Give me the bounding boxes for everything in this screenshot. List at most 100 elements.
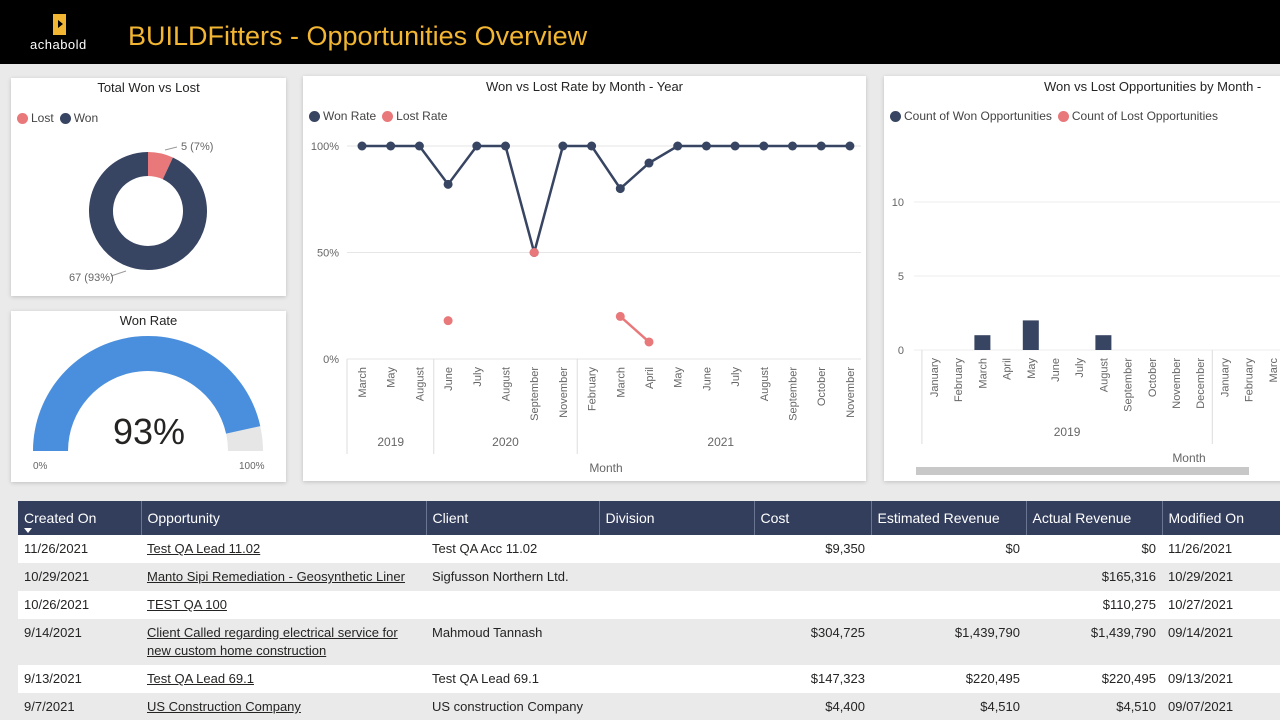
cell-client: Sigfusson Northern Ltd. bbox=[426, 563, 599, 591]
year-group-label: 2021 bbox=[707, 435, 734, 449]
year-group-label: 2019 bbox=[1054, 425, 1081, 439]
line-legend[interactable]: Won Rate Lost Rate bbox=[309, 109, 448, 123]
col-cost[interactable]: Cost bbox=[754, 501, 872, 535]
x-tick-label: April bbox=[1002, 358, 1014, 380]
year-group-label: 2019 bbox=[377, 435, 404, 449]
table-row[interactable]: 9/14/2021 Client Called regarding electri… bbox=[18, 619, 1280, 665]
table-row[interactable]: 9/7/2021 US Construction Company US constr… bbox=[18, 693, 1280, 720]
data-point[interactable] bbox=[759, 141, 769, 151]
col-actual-revenue[interactable]: Actual Revenue bbox=[1026, 501, 1163, 535]
donut-slice-won[interactable] bbox=[89, 152, 207, 270]
data-point[interactable] bbox=[472, 141, 482, 151]
donut-legend[interactable]: Lost Won bbox=[17, 111, 98, 125]
x-tick-label: October bbox=[816, 367, 828, 406]
bar-chart-scrollbar[interactable] bbox=[916, 467, 1249, 475]
bar-chart: 10 5 0 January February March April May June July… bbox=[892, 197, 1280, 465]
legend-lost-rate-label: Lost Rate bbox=[396, 109, 448, 123]
data-point[interactable] bbox=[501, 141, 510, 151]
data-point[interactable] bbox=[615, 311, 625, 321]
donut-chart: 5 (7%) 67 (93%) bbox=[69, 141, 213, 284]
data-point[interactable] bbox=[845, 141, 855, 151]
col-client[interactable]: Client bbox=[426, 501, 600, 535]
x-tick-label: January bbox=[929, 358, 941, 398]
won-leader-line bbox=[110, 270, 127, 277]
table-row[interactable]: 11/26/2021 Test QA Lead 11.02 Test QA Acc … bbox=[18, 535, 1280, 563]
data-point[interactable] bbox=[730, 141, 740, 151]
data-point[interactable] bbox=[615, 184, 625, 194]
data-point[interactable] bbox=[529, 248, 539, 257]
won-lost-count-card[interactable]: Won vs Lost Opportunities by Month - Cou… bbox=[884, 76, 1280, 481]
data-point[interactable] bbox=[644, 337, 654, 347]
table-row[interactable]: 9/13/2021 Test QA Lead 69.1 Test QA Lead 6… bbox=[18, 665, 1280, 693]
legend-lost-count-dot bbox=[1057, 110, 1069, 122]
x-tick-label: March bbox=[977, 358, 989, 389]
legend-lost-dot bbox=[17, 112, 28, 124]
bar-won[interactable] bbox=[1022, 320, 1039, 350]
data-point[interactable] bbox=[816, 141, 826, 151]
donut-won-label: 67 (93%) bbox=[69, 272, 114, 284]
legend-won-dot bbox=[59, 112, 71, 124]
x-tick-label: December bbox=[1195, 358, 1207, 409]
data-point[interactable] bbox=[386, 141, 396, 151]
cell-cost bbox=[754, 563, 871, 591]
x-tick-label: September bbox=[788, 367, 800, 421]
y-tick-label: 5 bbox=[898, 271, 904, 283]
data-point[interactable] bbox=[673, 141, 683, 151]
cell-opportunity-link[interactable]: US Construction Company bbox=[141, 693, 426, 720]
x-tick-label: November bbox=[1171, 358, 1183, 409]
cell-actual-revenue: $165,316 bbox=[1026, 563, 1162, 591]
won-rate-card[interactable]: Won Rate 93% 0% 100% bbox=[11, 311, 286, 482]
total-won-lost-card[interactable]: Total Won vs Lost Lost Won 5 (7%) 67 (93… bbox=[11, 78, 286, 296]
cell-opportunity-link[interactable]: Client Called regarding electrical servi… bbox=[141, 619, 426, 665]
data-point[interactable] bbox=[357, 141, 367, 151]
bar-legend[interactable]: Count of Won Opportunities Count of Lost… bbox=[890, 109, 1218, 123]
data-point[interactable] bbox=[414, 141, 424, 151]
data-point[interactable] bbox=[587, 141, 597, 151]
donut-slice-lost[interactable] bbox=[147, 152, 173, 180]
cell-cost: $147,323 bbox=[810, 671, 865, 686]
cell-opportunity-link[interactable]: Test QA Lead 69.1 bbox=[147, 671, 254, 686]
col-modified-on[interactable]: Modified On bbox=[1162, 501, 1280, 535]
table-row[interactable]: 10/26/2021 TEST QA 100 $110,275 10/27/2021 bbox=[18, 591, 1280, 619]
x-tick-label: August bbox=[501, 367, 513, 401]
bar-won[interactable] bbox=[1095, 335, 1112, 350]
x-tick-label: July bbox=[1074, 358, 1086, 378]
gauge-value: 93% bbox=[113, 411, 185, 452]
cell-created-on: 10/26/2021 bbox=[24, 597, 90, 612]
y-tick-label: 50% bbox=[317, 248, 339, 260]
legend-won-count-label: Count of Won Opportunities bbox=[904, 109, 1052, 123]
cell-actual-revenue: $110,275 bbox=[1102, 597, 1156, 612]
data-point[interactable] bbox=[788, 141, 797, 151]
x-tick-label: April bbox=[644, 367, 656, 389]
sort-desc-icon bbox=[24, 528, 32, 533]
won-lost-rate-card[interactable]: Won vs Lost Rate by Month - Year Won Rat… bbox=[303, 76, 866, 481]
cell-cost bbox=[754, 591, 871, 619]
col-opportunity[interactable]: Opportunity bbox=[141, 501, 427, 535]
col-estimated-revenue[interactable]: Estimated Revenue bbox=[871, 501, 1027, 535]
cell-division bbox=[599, 563, 754, 591]
data-point[interactable] bbox=[443, 316, 453, 326]
app-header: achabold BUILDFitters - Opportunities Ov… bbox=[0, 0, 1280, 64]
x-tick-label: September bbox=[1123, 358, 1135, 412]
table-row[interactable]: 10/29/2021 Manto Sipi Remediation - Geosy… bbox=[18, 563, 1280, 591]
cell-opportunity-link[interactable]: Test QA Lead 11.02 bbox=[147, 541, 261, 556]
data-point[interactable] bbox=[558, 141, 568, 151]
cell-opportunity-link[interactable]: TEST QA 100 bbox=[147, 597, 227, 612]
data-point[interactable] bbox=[443, 179, 453, 189]
series-line-0 bbox=[362, 144, 850, 258]
x-tick-label: February bbox=[587, 367, 599, 412]
cell-opportunity-link[interactable]: Manto Sipi Remediation - Geosynthetic Li… bbox=[141, 563, 426, 591]
data-point[interactable] bbox=[644, 158, 654, 168]
cell-estimated-revenue bbox=[871, 563, 1026, 591]
bar-won[interactable] bbox=[974, 335, 991, 350]
cell-modified-on: 10/27/2021 bbox=[1168, 597, 1234, 612]
cell-client: Mahmoud Tannash bbox=[426, 619, 599, 665]
x-tick-label: August bbox=[759, 367, 771, 401]
cell-client: Test QA Lead 69.1 bbox=[432, 671, 539, 686]
data-point[interactable] bbox=[701, 141, 711, 151]
col-created-on[interactable]: Created On bbox=[18, 501, 142, 535]
x-tick-label: August bbox=[1098, 358, 1110, 392]
cell-modified-on: 09/14/2021 bbox=[1162, 619, 1280, 665]
x-tick-label: Marc bbox=[1268, 358, 1280, 383]
col-division[interactable]: Division bbox=[599, 501, 755, 535]
